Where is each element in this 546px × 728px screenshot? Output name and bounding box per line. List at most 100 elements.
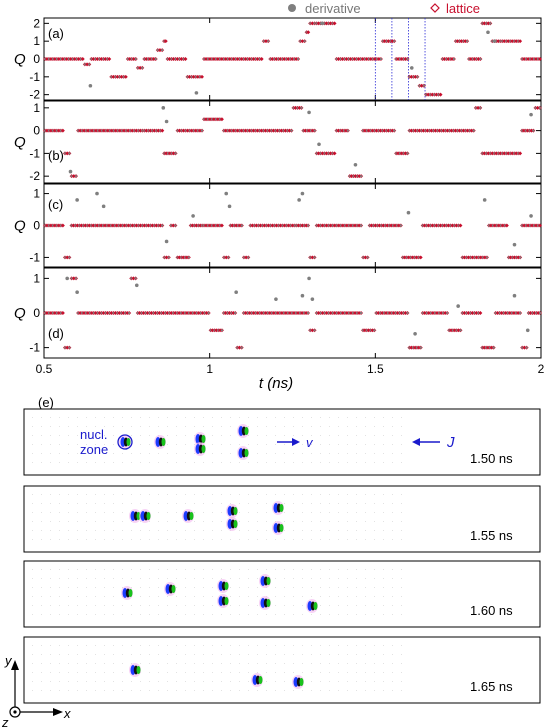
- derivative-point: [519, 256, 522, 259]
- grid-dot: [41, 453, 42, 454]
- grid-dot: [194, 417, 195, 418]
- grid-dot: [239, 512, 240, 513]
- y-axis-title: Q: [14, 305, 26, 322]
- grid-dot: [266, 453, 267, 454]
- lattice-point: [152, 128, 157, 133]
- grid-dot: [41, 512, 42, 513]
- grid-dot: [95, 569, 96, 570]
- derivative-point: [108, 129, 112, 132]
- grid-dot: [95, 444, 96, 445]
- derivative-point: [303, 40, 306, 43]
- grid-dot: [338, 614, 339, 615]
- grid-dot: [392, 503, 393, 504]
- grid-dot: [167, 681, 168, 682]
- derivative-point: [453, 224, 456, 227]
- grid-dot: [284, 587, 285, 588]
- derivative-point: [281, 224, 284, 227]
- grid-dot: [248, 426, 249, 427]
- grid-dot: [347, 435, 348, 436]
- grid-dot: [230, 663, 231, 664]
- derivative-point: [226, 57, 229, 61]
- grid-dot: [374, 663, 375, 664]
- grid-dot: [212, 539, 213, 540]
- grid-dot: [329, 596, 330, 597]
- grid-dot: [356, 654, 357, 655]
- grid-dot: [266, 539, 267, 540]
- grid-dot: [203, 690, 204, 691]
- derivative-point: [210, 224, 214, 227]
- grid-dot: [392, 426, 393, 427]
- grid-dot: [77, 596, 78, 597]
- derivative-point: [269, 57, 272, 61]
- grid-dot: [203, 462, 204, 463]
- derivative-point: [238, 129, 241, 132]
- derivative-point: [222, 57, 226, 61]
- grid-dot: [77, 569, 78, 570]
- grid-dot: [302, 654, 303, 655]
- grid-dot: [113, 645, 114, 646]
- grid-dot: [365, 569, 366, 570]
- grid-dot: [104, 521, 105, 522]
- grid-dot: [86, 417, 87, 418]
- grid-dot: [221, 530, 222, 531]
- grid-dot: [311, 426, 312, 427]
- derivative-point: [517, 152, 520, 155]
- lattice-point: [476, 105, 481, 110]
- grid-dot: [149, 605, 150, 606]
- grid-dot: [284, 462, 285, 463]
- grid-dot: [194, 539, 195, 540]
- derivative-point: [300, 191, 305, 196]
- derivative-point: [277, 224, 280, 227]
- lattice-point: [208, 223, 212, 228]
- grid-dot: [320, 596, 321, 597]
- grid-dot: [284, 596, 285, 597]
- grid-dot: [374, 681, 375, 682]
- lattice-point: [504, 223, 509, 228]
- grid-dot: [338, 444, 339, 445]
- lattice-point: [193, 128, 198, 133]
- derivative-point: [238, 57, 241, 61]
- grid-dot: [68, 587, 69, 588]
- grid-dot: [248, 462, 249, 463]
- derivative-point: [65, 276, 69, 281]
- grid-dot: [311, 435, 312, 436]
- grid-dot: [365, 503, 366, 504]
- grid-dot: [122, 578, 123, 579]
- derivative-point: [367, 57, 370, 61]
- grid-dot: [59, 672, 60, 673]
- grid-dot: [176, 494, 177, 495]
- grid-dot: [50, 417, 51, 418]
- lattice-point: [430, 92, 435, 97]
- grid-dot: [140, 614, 141, 615]
- grid-dot: [86, 539, 87, 540]
- grid-dot: [212, 453, 213, 454]
- grid-dot: [113, 435, 114, 436]
- derivative-point: [327, 152, 330, 155]
- grid-dot: [140, 645, 141, 646]
- grid-dot: [239, 503, 240, 504]
- grid-dot: [275, 426, 276, 427]
- derivative-point: [254, 311, 257, 315]
- derivative-point: [230, 57, 233, 61]
- lattice-point: [445, 128, 450, 133]
- grid-dot: [86, 614, 87, 615]
- derivative-point: [302, 311, 306, 315]
- grid-dot: [212, 672, 213, 673]
- grid-dot: [41, 444, 42, 445]
- grid-dot: [59, 417, 60, 418]
- derivative-point: [461, 256, 464, 259]
- derivative-point: [79, 57, 82, 61]
- grid-dot: [311, 521, 312, 522]
- derivative-point: [102, 57, 105, 61]
- grid-dot: [68, 503, 69, 504]
- lattice-point: [263, 311, 268, 315]
- lattice-point: [60, 57, 65, 61]
- grid-dot: [266, 426, 267, 427]
- derivative-point: [347, 57, 350, 61]
- grid-dot: [329, 690, 330, 691]
- grid-dot: [212, 521, 213, 522]
- grid-dot: [311, 453, 312, 454]
- grid-dot: [50, 494, 51, 495]
- lattice-point: [80, 57, 85, 61]
- grid-dot: [320, 462, 321, 463]
